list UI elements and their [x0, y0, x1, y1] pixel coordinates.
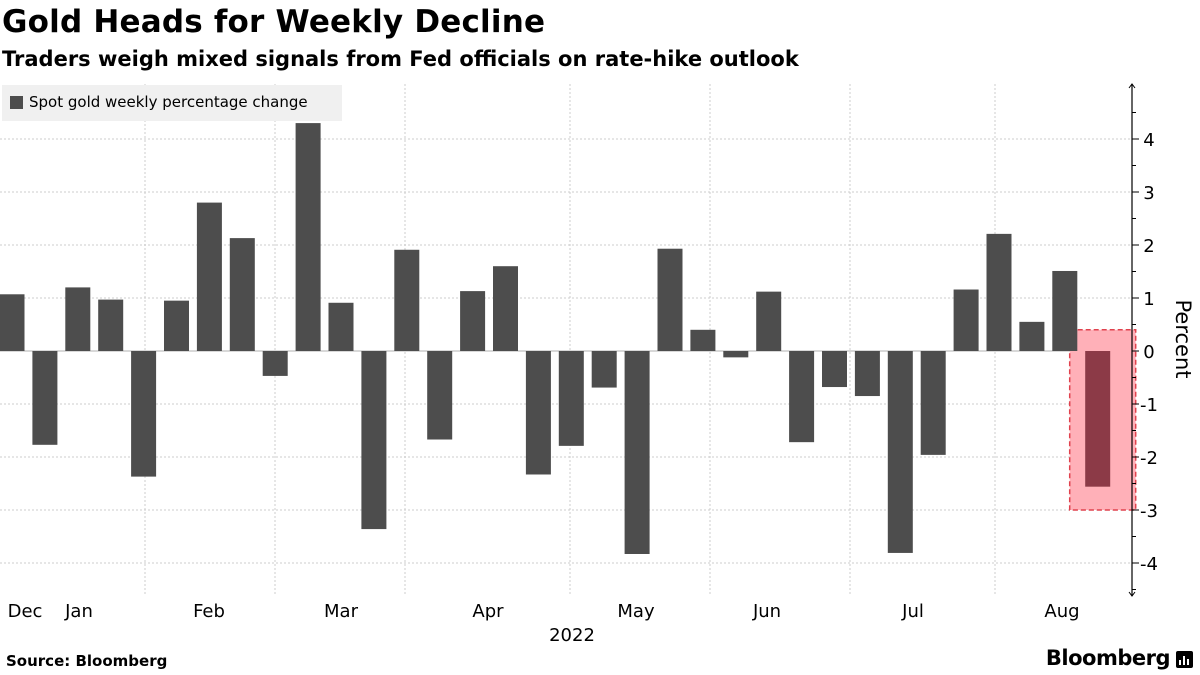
bar	[986, 233, 1012, 351]
bar	[822, 351, 847, 388]
y-tick-label: 4	[1143, 130, 1154, 151]
legend: Spot gold weekly percentage change	[2, 85, 342, 121]
x-axis-labels: Dec Jan Feb Mar Apr May Jun Jul Aug 2022	[8, 601, 1080, 646]
y-tick-label: 1	[1143, 289, 1154, 310]
legend-label: Spot gold weekly percentage change	[29, 93, 308, 111]
x-tick-label: Apr	[472, 601, 504, 622]
bar	[229, 238, 255, 351]
y-axis: 4 3 2 1 0 -1 -2 -3 -4 Percent	[1128, 83, 1195, 597]
legend-swatch	[10, 96, 23, 109]
bar-highlighted	[1085, 351, 1111, 487]
source-note: Source: Bloomberg	[6, 652, 168, 670]
y-tick-label: -1	[1140, 395, 1158, 416]
bar	[690, 329, 716, 351]
x-tick-label: Jan	[64, 601, 93, 622]
chart-title: Gold Heads for Weekly Decline	[2, 4, 546, 40]
bar	[164, 300, 189, 351]
bar	[591, 351, 617, 388]
bar	[0, 294, 25, 351]
chart-subtitle: Traders weigh mixed signals from Fed off…	[2, 47, 799, 71]
bar	[953, 289, 979, 351]
brand-logo: Bloomberg	[1045, 646, 1171, 670]
bar	[887, 351, 913, 553]
bar	[558, 351, 584, 446]
bar	[624, 351, 650, 554]
bar	[789, 351, 815, 443]
x-axis-year-label: 2022	[549, 625, 595, 646]
bar	[65, 287, 91, 351]
y-axis-label: Percent	[1171, 299, 1195, 378]
bar	[427, 351, 453, 440]
bar	[460, 291, 486, 351]
bar	[525, 351, 551, 475]
x-tick-label: Feb	[193, 601, 225, 622]
x-tick-label: Dec	[8, 601, 43, 622]
bar	[394, 249, 420, 351]
y-axis-arrow-bottom	[1128, 591, 1136, 597]
bar	[854, 351, 880, 397]
bar	[657, 248, 683, 351]
x-tick-label: Aug	[1044, 601, 1079, 622]
bar	[1019, 321, 1045, 351]
y-tick-label: 2	[1143, 236, 1154, 257]
bar	[131, 351, 157, 477]
bar	[361, 351, 387, 530]
x-tick-label: Jul	[901, 601, 924, 622]
y-tick-label: -3	[1140, 501, 1158, 522]
bar	[98, 299, 124, 351]
y-tick-label: 0	[1143, 342, 1154, 363]
bar	[493, 266, 518, 351]
y-tick-label: -4	[1140, 554, 1158, 575]
y-tick-label: -2	[1140, 448, 1158, 469]
bar	[32, 351, 58, 445]
bar	[920, 351, 946, 455]
y-axis-arrow-top	[1128, 83, 1136, 89]
y-tick-label: 3	[1143, 183, 1154, 204]
bar	[756, 291, 782, 351]
brand-chart-icon	[1176, 651, 1193, 668]
bar	[1052, 270, 1078, 351]
x-tick-label: May	[617, 601, 655, 622]
bar	[196, 202, 222, 351]
bars	[0, 123, 1111, 554]
bar	[723, 351, 749, 358]
x-tick-label: Jun	[752, 601, 781, 622]
bar	[262, 351, 288, 376]
x-tick-label: Mar	[324, 601, 359, 622]
bar	[328, 302, 354, 351]
bar	[295, 123, 321, 351]
